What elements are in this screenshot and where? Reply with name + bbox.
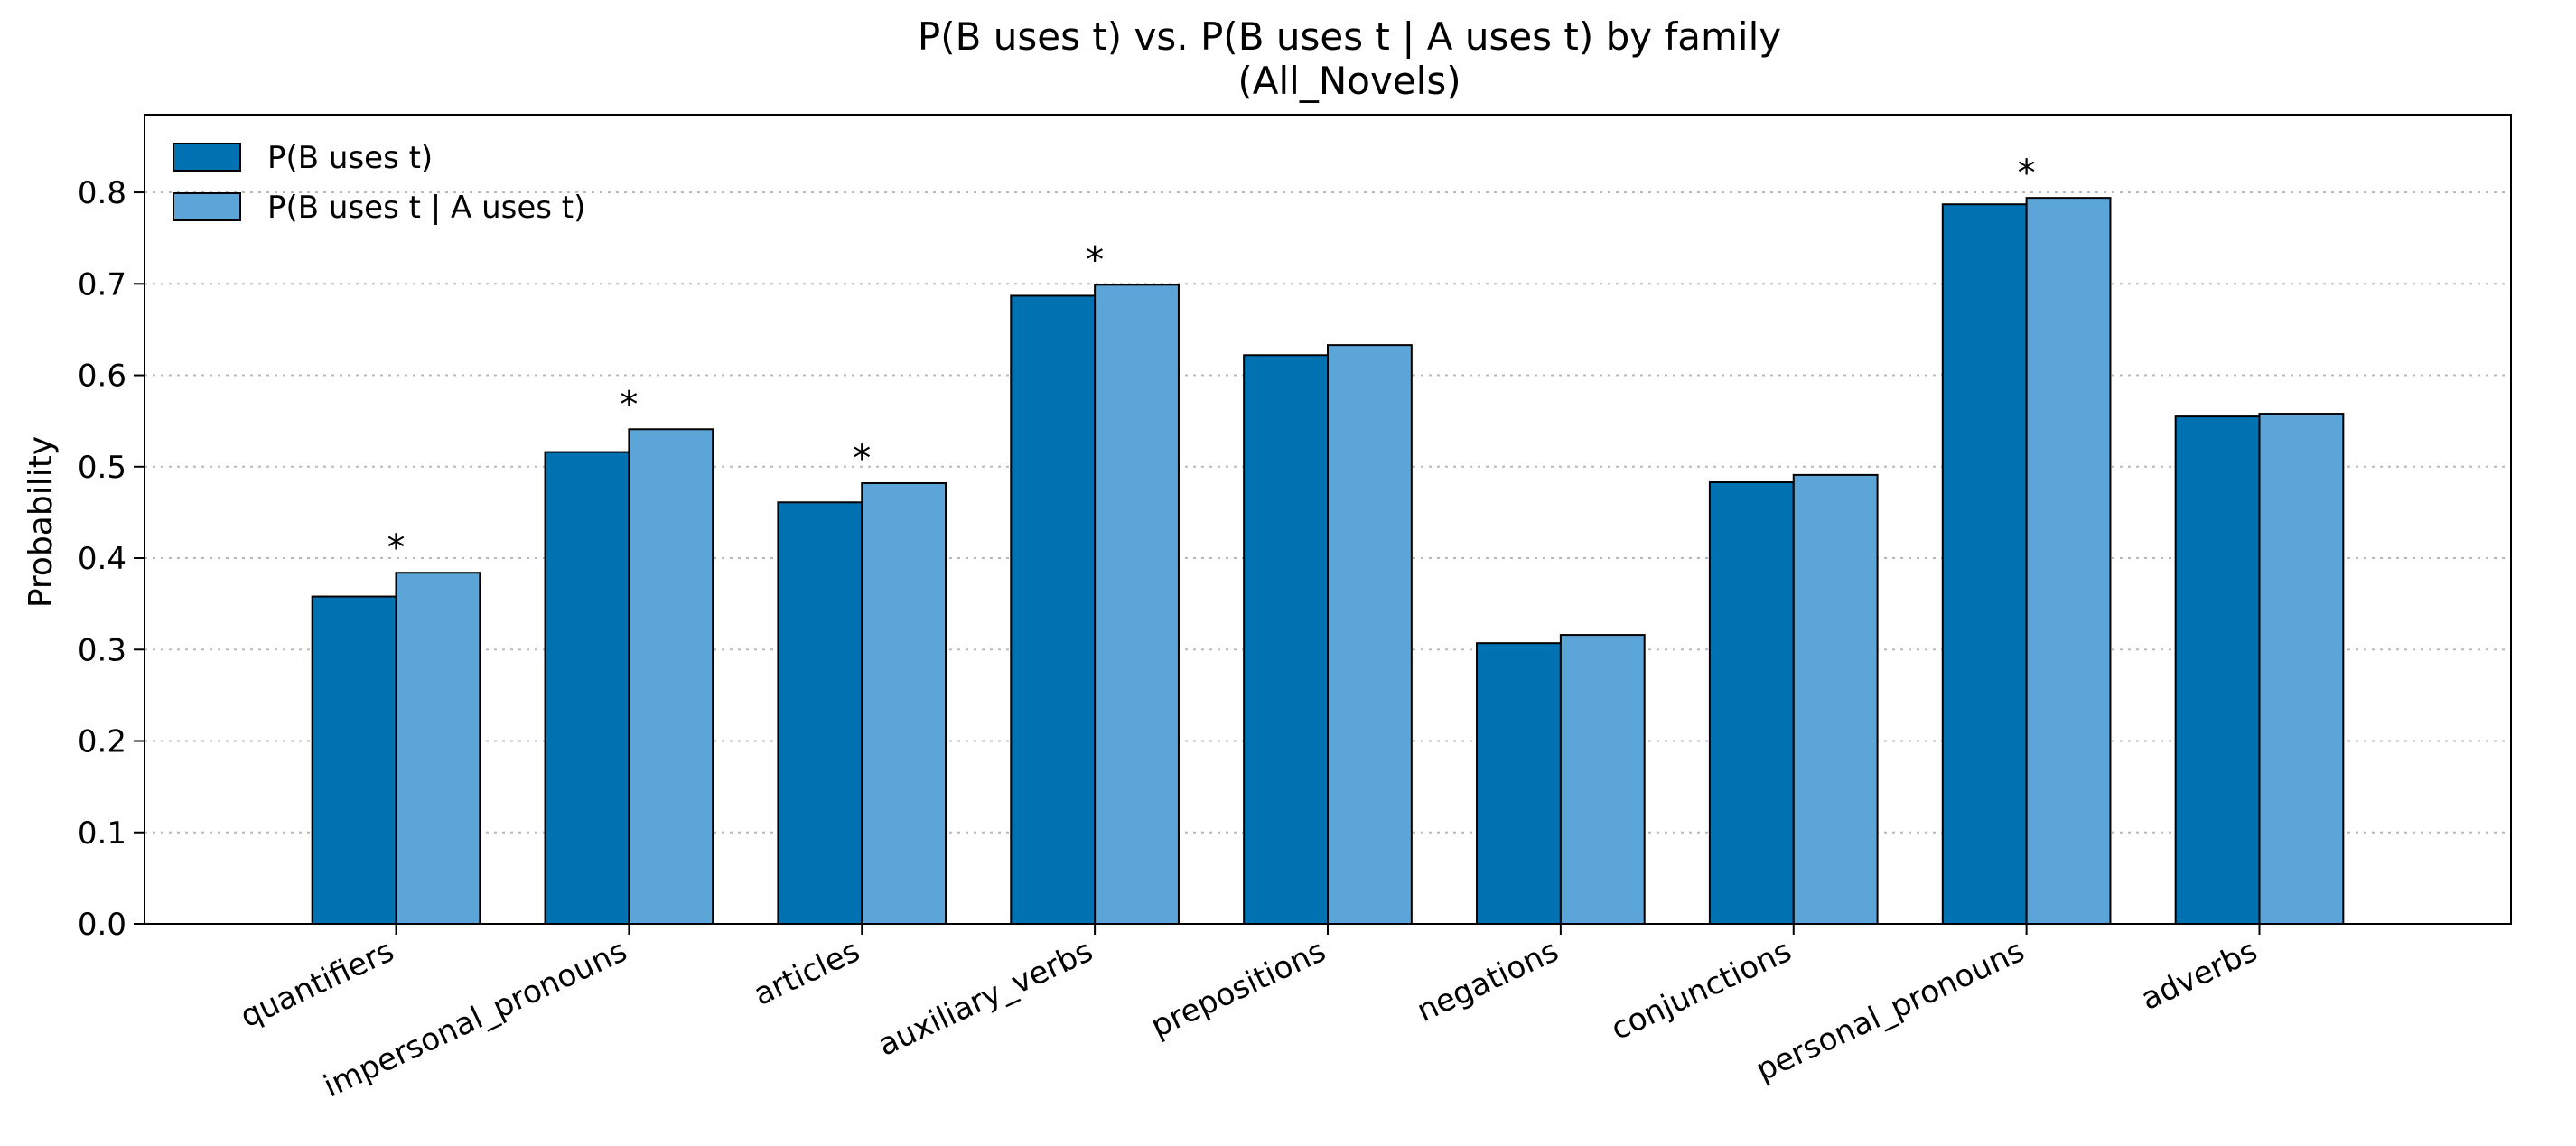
bar-auxiliary_verbs-series-1 xyxy=(1010,294,1097,926)
significance-marker: * xyxy=(620,384,638,425)
bar-negations-series-2 xyxy=(1559,634,1646,925)
chart-subtitle: (All_Novels) xyxy=(1237,59,1461,103)
bars: * * * * * xyxy=(311,153,2345,926)
bar-quantifiers-series-1 xyxy=(311,595,397,925)
y-tick-label: 0.5 xyxy=(78,450,126,486)
y-tick-label: 0.0 xyxy=(78,907,126,943)
y-tick-label: 0.3 xyxy=(78,632,126,668)
x-tick-label: adverbs xyxy=(2135,933,2263,1018)
y-tick-label: 0.7 xyxy=(78,266,126,303)
legend-label-1: P(B uses t) xyxy=(267,140,433,176)
x-tick-label: conjunctions xyxy=(1606,933,1797,1048)
bar-articles-series-1 xyxy=(777,501,863,926)
significance-marker: * xyxy=(1086,239,1104,281)
bar-impersonal_pronouns-series-2 xyxy=(628,428,714,925)
x-tick-label: auxiliary_verbs xyxy=(873,933,1098,1064)
chart-title: P(B uses t) vs. P(B uses t | A uses t) b… xyxy=(918,14,1781,59)
bar-prepositions-series-1 xyxy=(1243,354,1330,925)
y-axis-label: Probability xyxy=(23,436,60,608)
x-tick-label: negations xyxy=(1412,933,1564,1030)
x-tick-label: quantifiers xyxy=(235,933,399,1035)
legend-label-2: P(B uses t | A uses t) xyxy=(267,190,585,226)
bar-quantifiers-series-2 xyxy=(395,572,481,925)
legend-swatch-2 xyxy=(173,192,241,221)
bar-articles-series-2 xyxy=(861,482,947,925)
significance-marker: * xyxy=(853,438,871,480)
bar-adverbs-series-2 xyxy=(2258,413,2345,925)
x-tick-label: prepositions xyxy=(1145,933,1331,1045)
bar-impersonal_pronouns-series-1 xyxy=(544,451,630,925)
bar-auxiliary_verbs-series-2 xyxy=(1094,284,1180,925)
bar-conjunctions-series-1 xyxy=(1708,480,1795,925)
y-tick-label: 0.4 xyxy=(78,541,126,577)
bar-conjunctions-series-2 xyxy=(1792,473,1879,925)
y-tick-label: 0.2 xyxy=(78,724,126,760)
y-tick-label: 0.1 xyxy=(78,815,126,852)
legend: P(B uses t) P(B uses t | A uses t) xyxy=(173,140,585,226)
bar-negations-series-1 xyxy=(1476,642,1562,926)
y-tick-label: 0.6 xyxy=(78,359,126,395)
y-tick-label: 0.8 xyxy=(78,175,126,211)
bar-prepositions-series-2 xyxy=(1327,344,1413,925)
significance-marker: * xyxy=(2018,153,2036,194)
legend-swatch-1 xyxy=(173,143,241,172)
bar-personal_pronouns-series-1 xyxy=(1941,203,2028,925)
significance-marker: * xyxy=(387,527,406,569)
x-tick-label: articles xyxy=(748,933,865,1013)
bar-personal_pronouns-series-2 xyxy=(2025,197,2112,925)
bar-adverbs-series-1 xyxy=(2174,415,2261,925)
y-axis: 0.0 0.1 0.2 0.3 0.4 0.5 0.6 0.7 0.8 xyxy=(78,175,145,943)
plot-frame xyxy=(144,114,2512,925)
